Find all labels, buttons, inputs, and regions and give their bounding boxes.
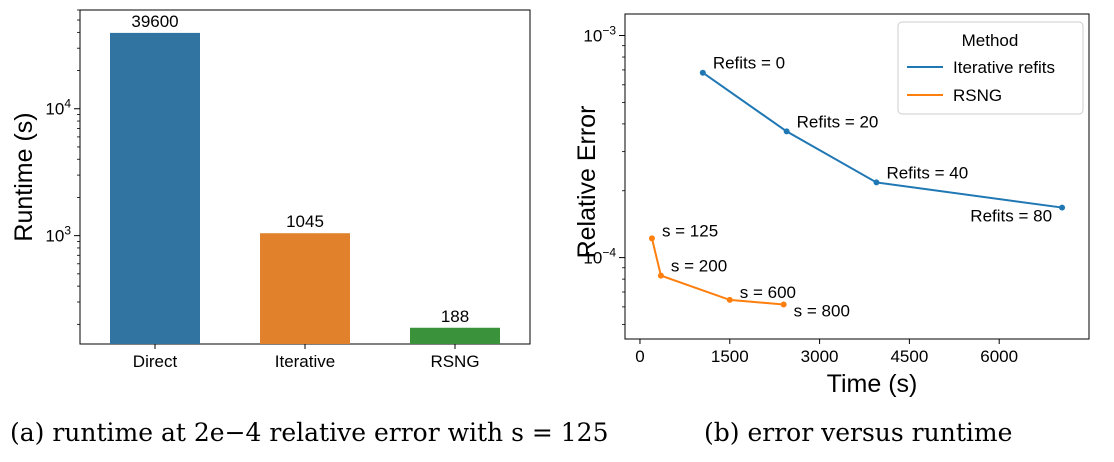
line-chart-frame — [624, 13, 1090, 340]
bar-value-label-direct: 39600 — [131, 12, 178, 31]
x-tick-label-direct: Direct — [133, 352, 178, 371]
legend-box — [897, 21, 1084, 115]
annotation-s-800: s = 800 — [794, 301, 850, 320]
line-chart-x-axis-label: Time (s) — [827, 370, 918, 398]
point-iterative-refits-3 — [1059, 204, 1066, 211]
annotation-s-125: s = 125 — [662, 221, 718, 240]
x-tick-label-4500: 4500 — [890, 347, 928, 366]
annotation-refits-80: Refits = 80 — [970, 207, 1052, 226]
y-tick-label-1em3: 10−3 — [583, 24, 616, 46]
x-tick-label-3000: 3000 — [801, 347, 839, 366]
point-rsng-0 — [648, 235, 655, 242]
series-line-rsng — [650, 238, 784, 306]
point-rsng-2 — [726, 296, 733, 303]
y-tick-label-1e3: 103 — [45, 224, 71, 246]
bar-iterative — [260, 233, 350, 344]
annotation-s-200: s = 200 — [671, 257, 727, 276]
point-rsng-3 — [780, 301, 787, 308]
bar-value-label-rsng: 188 — [441, 307, 469, 326]
point-iterative-refits-2 — [873, 179, 880, 186]
caption-b: (b) error versus runtime — [704, 418, 1013, 447]
x-tick-label-rsng: RSNG — [430, 352, 479, 371]
legend-entry-rsng: RSNG — [953, 86, 1002, 105]
line-chart-y-axis-label: Relative Error — [573, 106, 601, 259]
point-rsng-1 — [657, 272, 664, 279]
annotation-refits-20: Refits = 20 — [797, 112, 879, 131]
bar-rsng — [410, 327, 500, 344]
point-iterative-refits-1 — [783, 128, 790, 135]
figure: 39600 1045 188 Direct Iterative RSNG 103 104 R… — [10, 9, 1090, 398]
annotation-refits-40: Refits = 40 — [886, 163, 968, 182]
x-tick-label-iterative: Iterative — [275, 352, 335, 371]
legend: Method Iterative refits RSNG — [897, 21, 1084, 115]
y-tick-label-1em4: 10−4 — [583, 246, 616, 268]
x-tick-label-1500: 1500 — [711, 347, 749, 366]
runtime-bar-chart: 39600 1045 188 Direct Iterative RSNG 103 104 R… — [10, 9, 531, 371]
annotation-refits-0: Refits = 0 — [713, 54, 785, 73]
series-line-iterative-refits — [702, 71, 1063, 209]
point-iterative-refits-0 — [699, 69, 706, 76]
y-tick-label-1e4: 104 — [45, 97, 71, 119]
caption-a: (a) runtime at 2e−4 relative error with … — [10, 418, 609, 447]
bar-chart-y-axis-label: Runtime (s) — [10, 112, 38, 241]
series-iterative-refits: Refits = 0 Refits = 20 Refits = 40 Refits =… — [699, 54, 1066, 226]
annotation-s-600: s = 600 — [740, 283, 796, 302]
legend-title: Method — [962, 31, 1019, 50]
x-tick-label-6000: 6000 — [980, 347, 1018, 366]
bar-direct — [110, 32, 200, 344]
x-tick-label-0: 0 — [635, 347, 644, 366]
legend-entry-iterative-refits: Iterative refits — [953, 58, 1055, 77]
bar-value-label-iterative: 1045 — [286, 212, 324, 231]
